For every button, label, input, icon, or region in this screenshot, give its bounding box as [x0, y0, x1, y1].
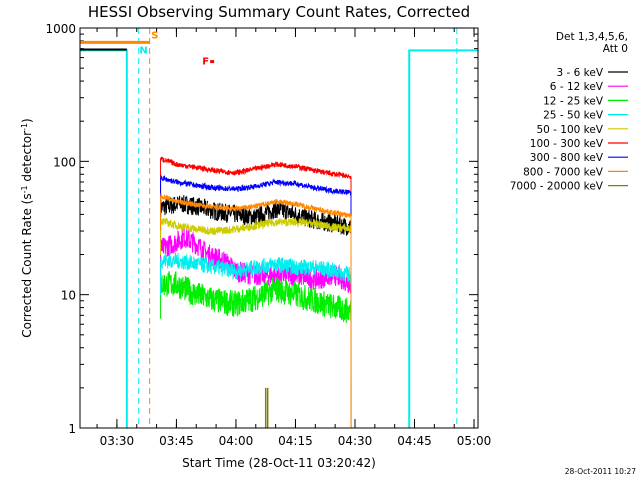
y-tick-label: 100	[53, 155, 76, 169]
y-tick-label: 10	[61, 289, 76, 303]
legend-entry: 3 - 6 keV	[556, 67, 603, 79]
annotation-label: F	[202, 57, 209, 68]
legend-entry: 50 - 100 keV	[536, 124, 603, 136]
legend-header-line2: Att 0	[603, 43, 628, 55]
flag-bars	[80, 40, 215, 64]
data-gap-lines	[80, 48, 478, 428]
x-tick-label: 04:00	[219, 434, 254, 448]
legend-entry: 100 - 300 keV	[530, 138, 604, 150]
data-gap-line	[80, 49, 128, 428]
x-tick-label: 05:00	[457, 434, 492, 448]
dashed-markers	[138, 28, 458, 428]
x-tick-labels: 03:30 03:45 04:00 04:15 04:30 04:45 05:00	[100, 434, 492, 448]
series-line	[160, 156, 352, 429]
y-axis-label-main: Corrected Count Rate (s	[20, 193, 34, 337]
series-line	[160, 217, 352, 429]
x-tick-label: 03:45	[159, 434, 194, 448]
y-axis-label-mid: detector	[20, 131, 34, 186]
legend-entry: 800 - 7000 keV	[523, 166, 604, 178]
y-axis-label: Corrected Count Rate (s-1 detector-1)	[20, 118, 35, 337]
legend-entry: 12 - 25 keV	[543, 95, 604, 107]
x-tick-label: 04:45	[397, 434, 432, 448]
x-axis-label: Start Time (28-Oct-11 03:20:42)	[182, 456, 376, 470]
legend-entry: 6 - 12 keV	[550, 81, 604, 93]
series-line	[160, 251, 352, 429]
y-axis-label-sup1: -1	[20, 185, 29, 193]
series-layer	[160, 156, 352, 429]
footer-timestamp: 28-Oct-2011 10:27	[565, 467, 636, 476]
x-tick-label: 03:30	[100, 434, 135, 448]
chart-title: HESSI Observing Summary Count Rates, Cor…	[88, 3, 470, 21]
legend-entry: 7000 - 20000 keV	[510, 181, 604, 193]
y-tick-label: 1000	[45, 22, 76, 36]
x-tick-label: 04:30	[338, 434, 373, 448]
annotations: SN F	[139, 30, 209, 67]
axis-ticks	[80, 28, 478, 429]
data-gap-line	[408, 49, 478, 428]
y-tick-label: 1	[68, 422, 76, 436]
x-tick-label: 04:15	[278, 434, 313, 448]
series-line	[160, 227, 352, 429]
legend-header-line1: Det 1,3,4,5,6,	[556, 31, 628, 43]
annotation-label: N	[139, 45, 147, 56]
annotation-label: S	[151, 30, 158, 41]
legend-entry: 300 - 800 keV	[530, 152, 604, 164]
y-axis-label-end: )	[20, 118, 34, 123]
series-line	[160, 174, 352, 429]
y-axis-label-sup2: -1	[20, 123, 29, 131]
series-line	[160, 271, 352, 429]
legend-entry: 25 - 50 keV	[543, 110, 604, 122]
series-line	[160, 193, 352, 429]
legend: Det 1,3,4,5,6, Att 0 3 - 6 keV 6 - 12 keV…	[510, 31, 628, 193]
plot-frame	[79, 27, 479, 429]
y-tick-labels: 1 10 100 1000	[45, 22, 76, 436]
